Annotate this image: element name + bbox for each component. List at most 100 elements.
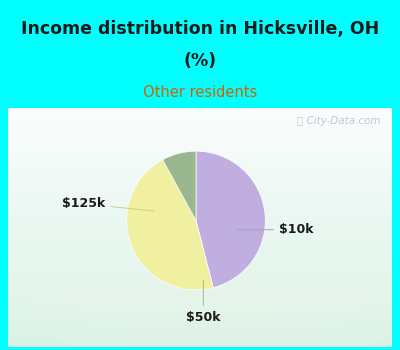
Text: $50k: $50k <box>186 281 221 324</box>
Bar <box>8 335 392 336</box>
Bar <box>8 217 392 218</box>
Bar <box>8 148 392 149</box>
Bar <box>8 170 392 172</box>
Bar <box>8 336 392 337</box>
Bar <box>8 154 392 155</box>
Bar <box>8 244 392 245</box>
Bar <box>8 341 392 342</box>
Bar <box>8 254 392 255</box>
Bar <box>8 274 392 275</box>
Bar <box>8 211 392 212</box>
Bar <box>8 239 392 240</box>
Bar <box>8 263 392 264</box>
Bar <box>8 236 392 237</box>
Bar <box>8 157 392 159</box>
Bar <box>8 161 392 162</box>
Bar <box>8 328 392 329</box>
Bar <box>8 306 392 307</box>
Bar <box>8 293 392 294</box>
Bar <box>8 324 392 325</box>
Wedge shape <box>127 160 213 290</box>
Bar <box>8 198 392 199</box>
Bar <box>8 177 392 179</box>
Bar <box>8 237 392 238</box>
Bar <box>8 298 392 299</box>
Bar <box>8 116 392 117</box>
Bar <box>8 181 392 182</box>
Bar <box>8 224 392 225</box>
Bar <box>8 164 392 166</box>
Bar <box>8 205 392 206</box>
Bar <box>8 179 392 180</box>
Bar <box>8 268 392 269</box>
Bar <box>8 223 392 224</box>
Bar <box>8 222 392 223</box>
Bar <box>8 108 392 110</box>
Bar <box>8 317 392 318</box>
Bar <box>8 124 392 125</box>
Bar <box>8 230 392 231</box>
Text: $10k: $10k <box>238 223 314 236</box>
Bar <box>8 151 392 153</box>
Bar <box>8 337 392 338</box>
Bar <box>8 138 392 139</box>
Bar <box>8 281 392 282</box>
Bar <box>8 110 392 111</box>
Bar <box>8 210 392 211</box>
Bar <box>8 126 392 127</box>
Bar <box>8 162 392 163</box>
Bar <box>8 326 392 328</box>
Bar <box>8 340 392 341</box>
Bar <box>8 139 392 141</box>
Bar <box>8 143 392 144</box>
Bar <box>8 331 392 332</box>
Bar <box>8 200 392 201</box>
Bar <box>8 286 392 287</box>
Bar <box>8 149 392 150</box>
Bar <box>8 313 392 314</box>
Bar <box>8 228 392 229</box>
Bar <box>8 187 392 188</box>
Bar <box>8 173 392 174</box>
Bar <box>8 252 392 254</box>
Bar <box>8 310 392 311</box>
Bar <box>8 174 392 175</box>
Bar <box>8 285 392 286</box>
Bar <box>8 276 392 278</box>
Bar <box>8 127 392 129</box>
Bar <box>8 345 392 346</box>
Bar <box>8 307 392 308</box>
Bar <box>8 199 392 200</box>
Bar <box>8 240 392 242</box>
Bar <box>8 219 392 220</box>
Bar <box>8 185 392 186</box>
Bar <box>8 314 392 316</box>
Bar <box>8 338 392 339</box>
Bar <box>8 147 392 148</box>
Bar <box>8 312 392 313</box>
Bar <box>8 242 392 243</box>
Bar <box>8 218 392 219</box>
Bar <box>8 342 392 343</box>
Bar <box>8 113 392 114</box>
Bar <box>8 280 392 281</box>
Bar <box>8 275 392 276</box>
Bar <box>8 194 392 195</box>
Bar <box>8 144 392 145</box>
Bar <box>8 216 392 217</box>
Bar <box>8 343 392 344</box>
Bar <box>8 246 392 248</box>
Bar <box>8 332 392 334</box>
Bar <box>8 301 392 302</box>
Bar <box>8 250 392 251</box>
Bar <box>8 155 392 156</box>
Bar <box>8 201 392 203</box>
Bar <box>8 169 392 170</box>
Bar <box>8 119 392 120</box>
Bar <box>8 206 392 207</box>
Bar <box>8 163 392 164</box>
Bar <box>8 150 392 151</box>
Bar <box>8 231 392 232</box>
Bar <box>8 287 392 288</box>
Bar <box>8 133 392 135</box>
